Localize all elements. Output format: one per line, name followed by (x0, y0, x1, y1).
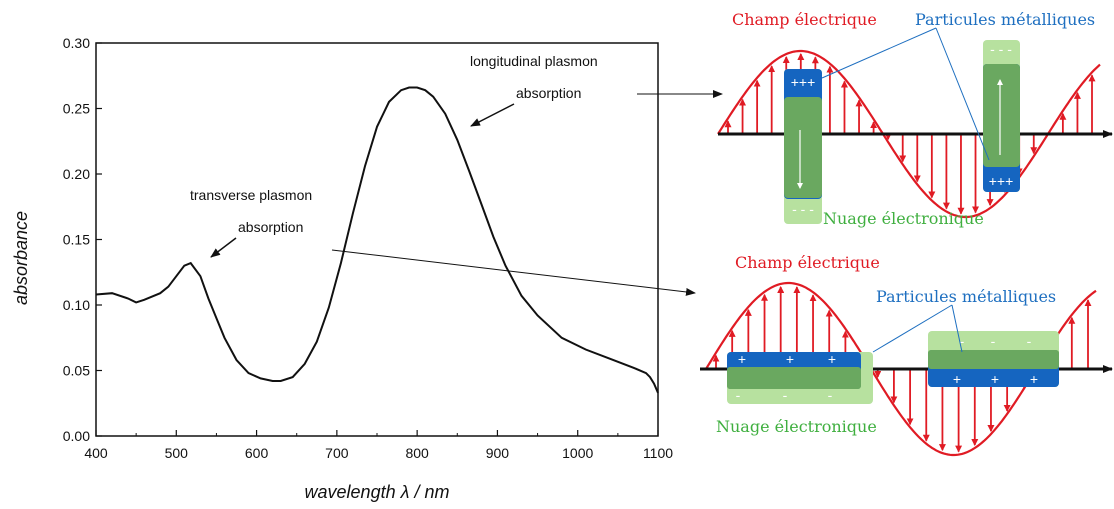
longitudinal-pointer-arrow (470, 103, 515, 127)
absorbance-chart: 400 500 600 700 800 900 1000 1100 0.000.050.100… (11, 35, 723, 502)
top-cloud-label: Nuage électronique (823, 209, 984, 228)
top-particles-pointer-1 (821, 27, 937, 79)
y-tick-label: 0.30 (63, 35, 90, 51)
bottom-particle-2-plus-2: + (991, 371, 999, 387)
bottom-particle-2-plus-3: + (1030, 371, 1038, 387)
x-tick-label: 400 (84, 445, 108, 461)
x-axis-ticks: 400 500 600 700 800 900 1000 1100 (84, 430, 673, 461)
top-particle-1-cloud (784, 97, 822, 198)
bottom-particles-label: Particules métalliques (876, 287, 1056, 306)
bottom-cloud-label: Nuage électronique (716, 417, 877, 436)
longitudinal-diagram: +++ - - - - - - +++ Champ électrique Par… (717, 10, 1113, 228)
x-tick-label: 800 (405, 445, 429, 461)
x-tick-label: 500 (165, 445, 189, 461)
top-field-wave (717, 49, 1101, 219)
top-particles-label: Particules métalliques (915, 10, 1095, 29)
y-tick-label: 0.00 (63, 428, 90, 444)
top-particle-2-minus: - - - (990, 41, 1012, 57)
bottom-particle-2-minus-2: - (991, 333, 996, 349)
annotation-transverse: transverse plasmon (190, 187, 312, 203)
top-particle-2-cloud (983, 64, 1020, 167)
top-particle-2-plus: +++ (989, 173, 1014, 189)
bottom-particle-1-plus-1: + (738, 351, 746, 367)
y-tick-label: 0.10 (63, 297, 90, 313)
bottom-particle-1-plus-3: + (828, 351, 836, 367)
top-particle-1-minus: - - - (792, 201, 814, 217)
transverse-diagram: + + + - - - - - - + + + Champ électrique… (700, 253, 1113, 457)
top-particles-pointer-2 (935, 27, 990, 161)
bottom-particles-pointer-2 (951, 304, 963, 353)
x-tick-label: 700 (325, 445, 349, 461)
transverse-pointer-arrow (210, 237, 237, 258)
x-tick-label: 600 (245, 445, 269, 461)
annotation-longitudinal-absorption: absorption (516, 85, 581, 101)
y-tick-label: 0.25 (63, 101, 90, 117)
top-field-label: Champ électrique (732, 10, 877, 29)
x-tick-label: 1000 (562, 445, 593, 461)
bottom-particle-2-cloud (928, 350, 1059, 369)
bottom-particle-1-minus-3: - (828, 387, 833, 403)
annotation-transverse-absorption: absorption (238, 219, 303, 235)
bottom-field-label: Champ électrique (735, 253, 880, 272)
plot-frame (95, 42, 659, 437)
y-tick-label: 0.20 (63, 166, 90, 182)
bottom-particles-pointer-1 (872, 304, 953, 353)
x-tick-label: 900 (486, 445, 510, 461)
y-axis-ticks: 0.00 0.05 0.10 0.15 0.20 0.25 0.30 (63, 35, 102, 444)
top-particle-1-plus: +++ (791, 74, 816, 90)
annotation-longitudinal: longitudinal plasmon (470, 53, 598, 69)
bottom-particle-1-cloud (727, 367, 861, 389)
bottom-particle-1-plus-2: + (786, 351, 794, 367)
y-tick-label: 0.05 (63, 363, 90, 379)
y-axis-label: absorbance (11, 211, 31, 305)
bottom-particle-2-plus-1: + (953, 371, 961, 387)
x-axis-label: wavelength λ / nm (305, 482, 450, 502)
link-arrow-bottom (331, 249, 696, 296)
absorbance-series-line (95, 86, 659, 394)
bottom-particle-2-minus-1: - (960, 333, 965, 349)
x-tick-label: 1100 (643, 445, 673, 461)
bottom-particle-2-minus-3: - (1027, 333, 1032, 349)
y-tick-label: 0.15 (63, 232, 90, 248)
bottom-particle-1-minus-1: - (736, 387, 741, 403)
bottom-particle-1-minus-2: - (783, 387, 788, 403)
